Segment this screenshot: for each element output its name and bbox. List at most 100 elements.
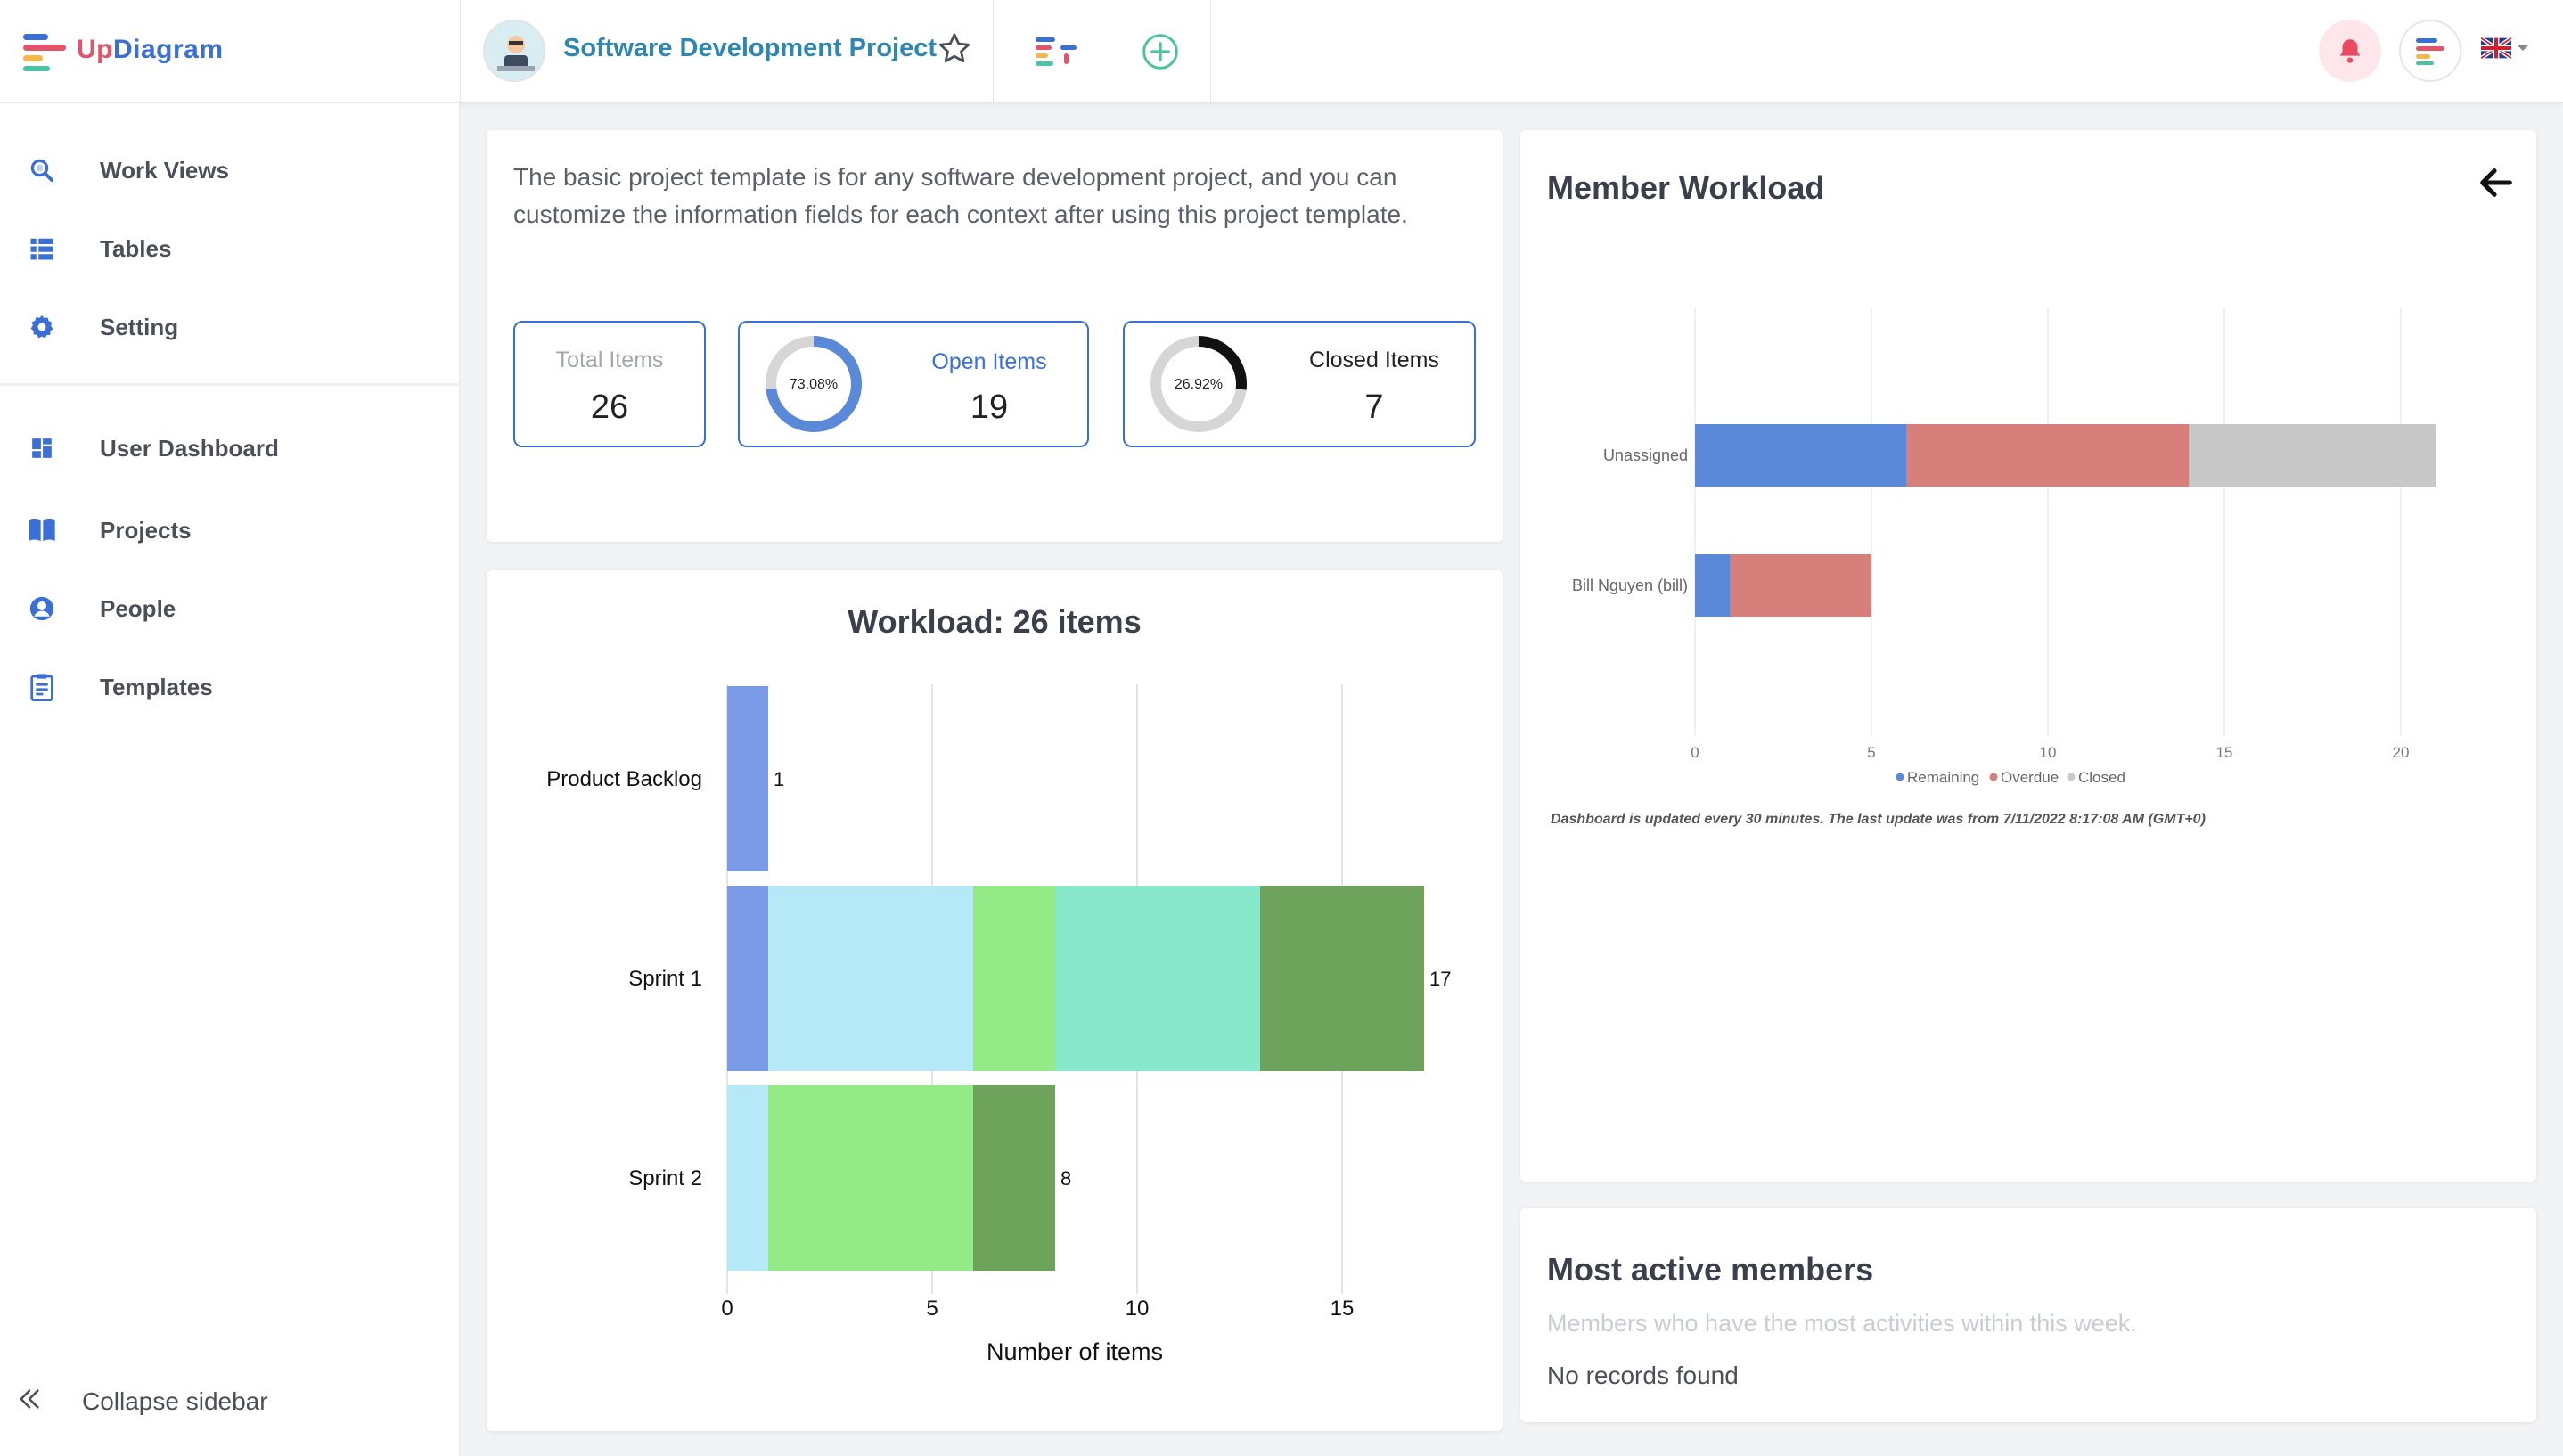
- user-avatar[interactable]: [2399, 20, 2461, 82]
- top-bar: UpDiagram Software Development Project: [0, 0, 2563, 103]
- chevron-down-icon: [2518, 45, 2528, 51]
- workload-bar-segment: [1055, 886, 1260, 1071]
- clipboard-icon: [27, 672, 57, 702]
- brand-logo[interactable]: UpDiagram: [23, 30, 224, 71]
- active-members-title: Most active members: [1547, 1251, 1874, 1288]
- sidebar-item-people[interactable]: People: [0, 577, 460, 640]
- sidebar-item-label: Templates: [100, 673, 213, 700]
- project-overview-card: The basic project template is for any so…: [487, 130, 1503, 542]
- star-icon[interactable]: [936, 30, 973, 68]
- divider: [460, 0, 461, 103]
- member-category-label: Unassigned: [1603, 446, 1688, 464]
- open-items-donut: 73.08%: [766, 336, 862, 432]
- project-title[interactable]: Software Development Project: [563, 34, 937, 62]
- language-selector[interactable]: [2481, 37, 2529, 59]
- workload-chart: Workload: 26 items 0 5 10 15 Product Backlog 1…: [546, 603, 1451, 1365]
- member-bar-segment: [1695, 554, 1731, 617]
- total-items-stat[interactable]: Total Items 26: [513, 321, 706, 447]
- divider: [1210, 0, 1211, 103]
- member-bar-segment: [1730, 554, 1871, 617]
- workload-bar-segment: [727, 686, 768, 871]
- workload-bar-segment: [768, 1085, 973, 1271]
- uk-flag-icon: [2481, 37, 2511, 59]
- member-x-tick: 5: [1867, 744, 1875, 761]
- workload-category-label: Sprint 2: [628, 1166, 702, 1190]
- member-bar-segment: [1906, 424, 2190, 487]
- member-workload-footnote: Dashboard is updated every 30 minutes. T…: [1551, 812, 2206, 827]
- active-members-empty: No records found: [1547, 1362, 1739, 1389]
- sidebar-item-projects[interactable]: Projects: [0, 499, 460, 561]
- closed-items-label: Closed Items: [1309, 348, 1439, 372]
- sidebar-item-label: Setting: [100, 313, 179, 340]
- member-workload-card: Member Workload 0 5 10 15 20 Unassigned Bill N…: [1520, 130, 2536, 1182]
- member-workload-title: Member Workload: [1547, 169, 1825, 206]
- sidebar-item-templates[interactable]: Templates: [0, 656, 460, 718]
- open-items-label: Open Items: [931, 349, 1047, 374]
- workload-bar-segment: [973, 1085, 1055, 1271]
- closed-items-percent: 26.92%: [1175, 377, 1223, 392]
- sidebar-item-work-views[interactable]: Work Views: [0, 139, 460, 201]
- double-chevron-left-icon: [16, 1386, 43, 1416]
- member-bar-segment: [1695, 424, 1907, 487]
- closed-items-donut-arc: [1150, 336, 1247, 432]
- gear-icon: [27, 312, 57, 342]
- collapse-sidebar-label: Collapse sidebar: [82, 1386, 268, 1415]
- member-x-tick: 0: [1691, 744, 1699, 761]
- open-items-percent: 73.08%: [790, 377, 838, 392]
- workload-bar-total: 8: [1060, 1167, 1071, 1190]
- workload-x-tick: 10: [1126, 1296, 1150, 1321]
- workload-bar-segment: [727, 886, 768, 1071]
- sidebar-item-setting[interactable]: Setting: [0, 296, 460, 358]
- workload-x-tick: 15: [1331, 1296, 1355, 1321]
- workload-category-label: Product Backlog: [546, 767, 702, 791]
- sidebar-item-user-dashboard[interactable]: User Dashboard: [0, 417, 460, 479]
- open-items-stat[interactable]: 73.08% Open Items 19: [738, 321, 1089, 447]
- active-members-subtitle: Members who have the most activities wit…: [1547, 1310, 2137, 1337]
- workload-bar-segment: [1260, 886, 1424, 1071]
- workload-x-tick: 5: [926, 1296, 938, 1321]
- member-legend-marker: [1989, 773, 1998, 781]
- member-category-label: Bill Nguyen (bill): [1572, 577, 1688, 594]
- project-description: The basic project template is for any so…: [513, 163, 1408, 228]
- sidebar-item-label: Work Views: [100, 156, 229, 184]
- total-items-label: Total Items: [555, 348, 664, 372]
- project-avatar[interactable]: [483, 20, 545, 82]
- member-bar-segment: [2189, 424, 2436, 487]
- dashboard-icon: [27, 433, 57, 463]
- sidebar: Work Views Tables Setting User Dashboard…: [0, 103, 460, 1456]
- project-switch-icon[interactable]: [1030, 25, 1084, 78]
- sidebar-item-label: People: [100, 594, 176, 622]
- workload-x-axis-label: Number of items: [987, 1338, 1163, 1365]
- brand-name: UpDiagram: [77, 35, 224, 64]
- divider: [993, 0, 994, 103]
- back-arrow-icon[interactable]: [2476, 162, 2520, 207]
- sidebar-item-label: Projects: [100, 516, 192, 544]
- person-icon: [27, 593, 57, 624]
- logo-icon: [23, 30, 68, 71]
- closed-items-donut: 26.92%: [1150, 336, 1247, 432]
- book-icon: [27, 515, 57, 545]
- workload-chart-card: Workload: 26 items 0 5 10 15 Product Backlog 1…: [487, 570, 1503, 1431]
- open-items-donut-arc: [766, 336, 862, 432]
- sidebar-item-label: User Dashboard: [100, 434, 279, 462]
- list-icon: [27, 233, 57, 264]
- workload-chart-title: Workload: 26 items: [848, 603, 1141, 640]
- notification-bell-icon[interactable]: [2319, 20, 2381, 82]
- workload-bar-total: 17: [1429, 968, 1451, 990]
- sidebar-item-label: Tables: [100, 234, 172, 262]
- member-legend-label: Closed: [2078, 769, 2125, 786]
- workload-category-label: Sprint 1: [628, 967, 702, 991]
- active-members-card: Most active members Members who have the…: [1520, 1208, 2536, 1422]
- member-workload-chart: 0 5 10 15 20 Unassigned Bill Nguyen (bill) Rema…: [1551, 308, 2436, 827]
- member-legend-marker: [2067, 773, 2076, 781]
- closed-items-stat[interactable]: 26.92% Closed Items 7: [1123, 321, 1476, 447]
- sidebar-item-tables[interactable]: Tables: [0, 217, 460, 280]
- workload-bar-segment: [727, 1085, 768, 1271]
- search-icon: [27, 155, 57, 185]
- add-circle-icon[interactable]: [1134, 25, 1187, 78]
- workload-bar-total: 1: [774, 768, 784, 790]
- member-legend-label: Remaining: [1907, 769, 1979, 786]
- workload-bar-segment: [973, 886, 1055, 1071]
- total-items-value: 26: [590, 389, 629, 426]
- collapse-sidebar-button[interactable]: Collapse sidebar: [16, 1386, 268, 1416]
